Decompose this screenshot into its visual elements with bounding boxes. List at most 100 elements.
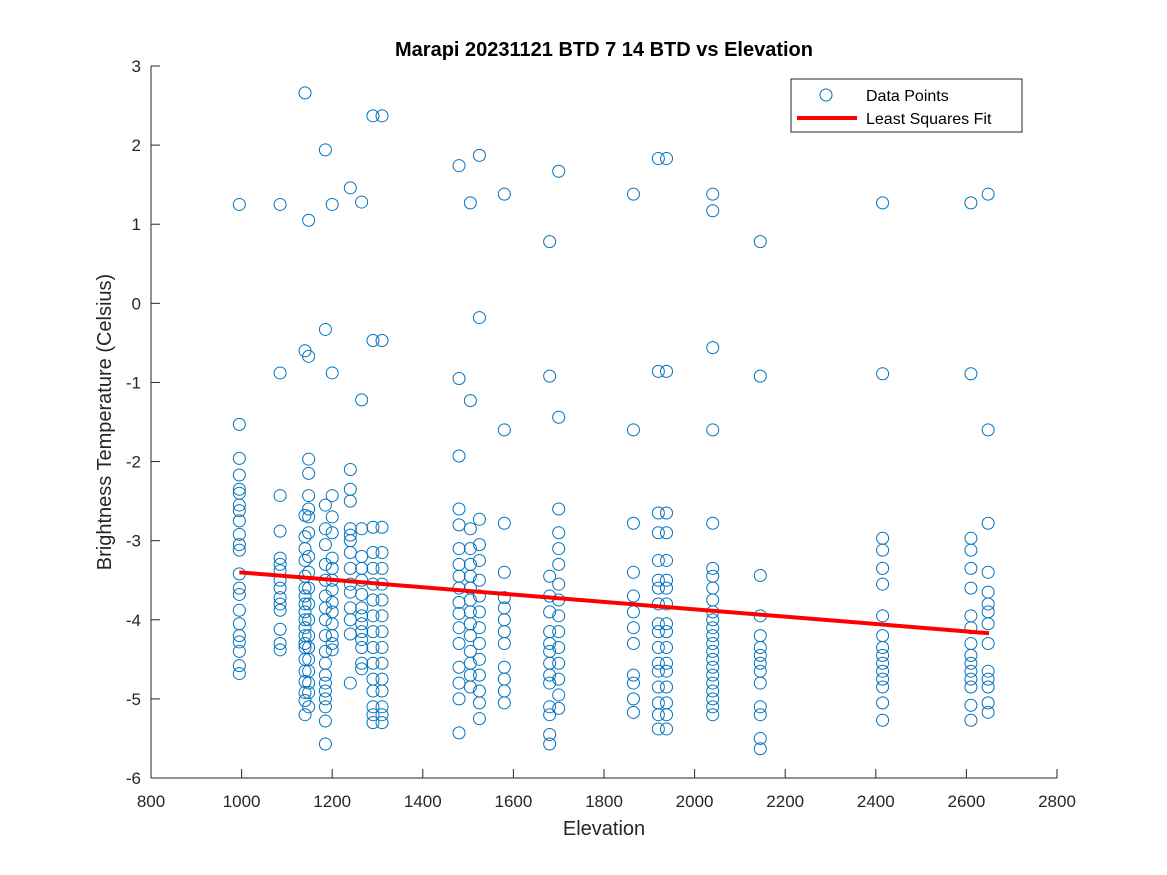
data-point (298, 581, 312, 595)
data-point (626, 589, 640, 603)
data-point (318, 613, 332, 627)
data-point (706, 676, 720, 690)
y-tick-label: -3 (126, 532, 141, 551)
data-point (452, 637, 466, 651)
data-point (660, 364, 674, 378)
data-point (298, 589, 312, 603)
data-point (472, 311, 486, 325)
x-tick-label: 2800 (1038, 792, 1076, 811)
data-point (355, 393, 369, 407)
data-point (273, 524, 287, 538)
data-point (543, 668, 557, 682)
data-point (706, 692, 720, 706)
x-tick-label: 2600 (947, 792, 985, 811)
data-point (753, 700, 767, 714)
data-point (232, 538, 246, 552)
data-point (964, 664, 978, 678)
data-point (660, 656, 674, 670)
x-tick-label: 2000 (676, 792, 714, 811)
data-point (660, 573, 674, 587)
data-point (298, 637, 312, 651)
data-point (302, 700, 316, 714)
legend-label-fit-line: Least Squares Fit (866, 111, 992, 128)
data-point (375, 520, 389, 534)
data-point (318, 143, 332, 157)
data-point (375, 700, 389, 714)
data-point (302, 581, 316, 595)
data-point (366, 609, 380, 623)
data-point (964, 713, 978, 727)
data-point (318, 700, 332, 714)
data-point (660, 680, 674, 694)
data-point (472, 652, 486, 666)
data-point (452, 371, 466, 385)
data-point (753, 676, 767, 690)
data-point (543, 708, 557, 722)
data-point (660, 152, 674, 166)
data-point (660, 526, 674, 540)
data-point (366, 546, 380, 560)
data-point (876, 664, 890, 678)
data-point (651, 708, 665, 722)
data-point (355, 601, 369, 615)
data-point (375, 716, 389, 730)
data-point (343, 561, 357, 575)
data-point (626, 621, 640, 635)
data-point (651, 625, 665, 639)
data-point (706, 660, 720, 674)
data-point (706, 204, 720, 218)
data-point (626, 668, 640, 682)
data-point (981, 597, 995, 611)
data-point (355, 633, 369, 647)
data-point (626, 676, 640, 690)
data-point (472, 637, 486, 651)
data-point (753, 731, 767, 745)
data-point (552, 640, 566, 654)
y-tick-label: -5 (126, 690, 141, 709)
data-point (706, 652, 720, 666)
data-point (651, 664, 665, 678)
data-point (497, 591, 511, 605)
data-point (706, 621, 720, 635)
data-point (981, 617, 995, 631)
data-point (876, 696, 890, 710)
data-point (706, 629, 720, 643)
data-point (375, 708, 389, 722)
data-point (981, 187, 995, 201)
data-point (876, 640, 890, 654)
data-point (375, 609, 389, 623)
data-point (452, 449, 466, 463)
data-point (302, 452, 316, 466)
data-point (660, 506, 674, 520)
x-tick-label: 1200 (313, 792, 351, 811)
data-point (472, 553, 486, 567)
data-point (366, 708, 380, 722)
data-point (876, 609, 890, 623)
data-point (318, 684, 332, 698)
data-point (325, 489, 339, 503)
data-point (660, 581, 674, 595)
data-point (366, 334, 380, 348)
data-point (318, 322, 332, 336)
data-point (273, 197, 287, 211)
data-point (343, 528, 357, 542)
data-point (375, 640, 389, 654)
data-point (325, 197, 339, 211)
data-point (651, 573, 665, 587)
y-tick-label: 2 (132, 136, 141, 155)
data-point (273, 591, 287, 605)
data-point (981, 516, 995, 530)
data-point (273, 557, 287, 571)
data-point (626, 187, 640, 201)
data-point (375, 561, 389, 575)
data-point (273, 366, 287, 380)
data-point (298, 613, 312, 627)
data-point (298, 86, 312, 100)
data-point (543, 737, 557, 751)
data-point (543, 235, 557, 249)
data-point (302, 549, 316, 563)
data-point (343, 546, 357, 560)
data-point (463, 680, 477, 694)
data-point (651, 553, 665, 567)
x-ticks: 800 1000 1200 1400 1600 1800 2000 2200 2400 2600 2… (137, 769, 1076, 811)
